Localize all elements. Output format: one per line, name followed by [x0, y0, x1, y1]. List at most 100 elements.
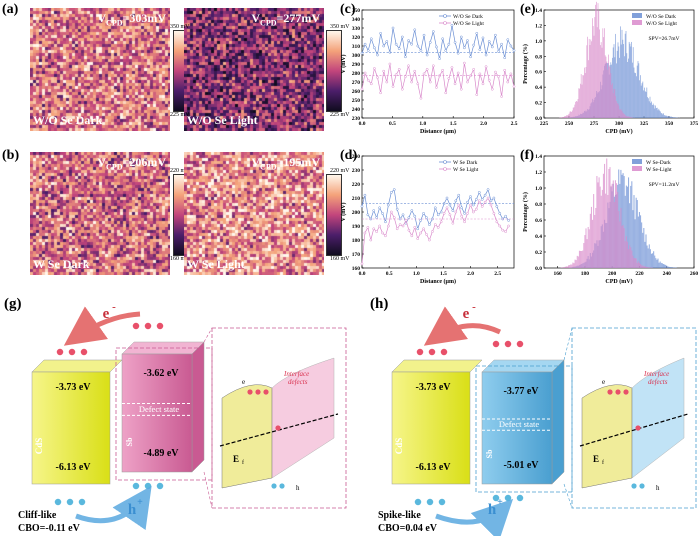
histogram-bar: [562, 116, 564, 118]
cpd-value: =195mV: [276, 155, 321, 169]
data-point: [475, 93, 479, 96]
histogram-bar: [671, 116, 672, 118]
histogram-bar: [629, 116, 631, 118]
inset-hole: [631, 483, 637, 489]
data-point: [441, 37, 445, 41]
data-point: [375, 216, 379, 219]
data-point: [398, 223, 402, 226]
histogram-bar: [650, 253, 652, 268]
data-point: [381, 231, 384, 235]
legend-label: W Se-Light: [646, 167, 672, 173]
histogram-bar: [623, 44, 624, 118]
histogram-bar: [629, 203, 631, 268]
plot-frame: [361, 9, 515, 119]
histogram-bar: [664, 264, 666, 268]
histogram-bar: [626, 53, 628, 118]
x-tick-label: 0.0: [359, 121, 366, 127]
histogram-bar: [570, 264, 572, 268]
histogram-bar: [609, 67, 611, 118]
histogram-bar: [647, 248, 649, 268]
panel-e-label: (e): [520, 2, 536, 17]
histogram-bar: [647, 97, 648, 118]
histogram-bar: [613, 44, 615, 118]
histogram-bar: [672, 116, 673, 118]
data-point: [438, 57, 441, 60]
histogram-bar: [654, 255, 656, 268]
data-point: [490, 87, 494, 91]
plot-frame: [361, 155, 515, 269]
legend-marker: [443, 21, 447, 25]
data-point: [474, 198, 478, 201]
histogram-bar: [607, 194, 609, 268]
defect-state-label: Defect state: [139, 404, 180, 414]
histogram-bar: [659, 110, 660, 118]
histogram-bar: [585, 67, 587, 118]
data-point: [504, 214, 507, 218]
data-point: [428, 223, 431, 226]
data-point: [413, 214, 417, 218]
colorbar-a-dark-min: 225 mV: [170, 112, 190, 118]
cpd-sub: CPD: [106, 162, 123, 172]
series-line: [361, 25, 515, 59]
x-axis-label: Distance (μm): [420, 278, 456, 285]
series-line: [361, 63, 515, 99]
hole: [438, 498, 446, 506]
data-point: [384, 234, 387, 238]
histogram-bar: [573, 263, 575, 268]
data-point: [376, 53, 379, 57]
y-tick-label: 0.2: [535, 101, 542, 107]
hole: [504, 494, 512, 502]
histogram-bar: [632, 62, 633, 118]
cpd-value: =303mV: [122, 11, 167, 25]
hole: [156, 482, 164, 490]
y-tick-label: 1.0: [535, 39, 542, 45]
data-point: [360, 205, 364, 208]
y-tick-label: 0.4: [535, 85, 542, 91]
histogram-bar: [664, 115, 665, 118]
data-point: [369, 37, 373, 41]
data-point: [435, 45, 438, 49]
histogram-bar: [578, 88, 580, 118]
data-point: [494, 33, 497, 37]
histogram-bar: [624, 56, 625, 118]
histogram-bar: [627, 116, 628, 118]
histogram-bar: [644, 91, 646, 118]
data-point: [451, 209, 455, 212]
histogram-bar: [641, 265, 643, 268]
kpfm-texture: [184, 152, 324, 275]
histogram-bar: [627, 61, 628, 118]
histogram-bar: [572, 110, 573, 118]
histogram-bar: [624, 114, 625, 118]
data-point: [422, 33, 426, 37]
y-tick-label: 240: [352, 154, 361, 160]
panel-g-label: (g): [4, 296, 22, 312]
hole-symbol: h: [128, 502, 137, 518]
legend-label: W Se Dark: [453, 160, 478, 166]
data-point: [498, 224, 502, 228]
data-point: [385, 80, 389, 84]
data-point: [474, 207, 478, 211]
histogram-bar: [575, 260, 577, 268]
data-point: [431, 30, 435, 33]
histogram-bar: [592, 26, 594, 118]
histogram-bar: [646, 245, 648, 268]
data-point: [439, 210, 443, 214]
histogram-bar: [562, 267, 564, 268]
kpfm-texture: [184, 8, 324, 131]
histogram-bar: [615, 95, 616, 118]
data-point: [494, 70, 497, 74]
data-point: [477, 199, 481, 203]
histogram-bar: [578, 250, 580, 268]
data-point: [410, 80, 413, 84]
cds-label: CdS: [394, 438, 404, 455]
y-tick-label: 310: [352, 44, 361, 50]
data-point: [379, 91, 382, 95]
histogram-bar: [631, 41, 632, 118]
data-point: [397, 47, 401, 51]
data-point: [459, 87, 463, 91]
sbse-block: [481, 371, 553, 485]
data-point: [509, 44, 513, 48]
sbse-band-inset: [631, 357, 685, 479]
histogram-bar: [610, 73, 612, 118]
histogram-bar: [619, 57, 620, 118]
